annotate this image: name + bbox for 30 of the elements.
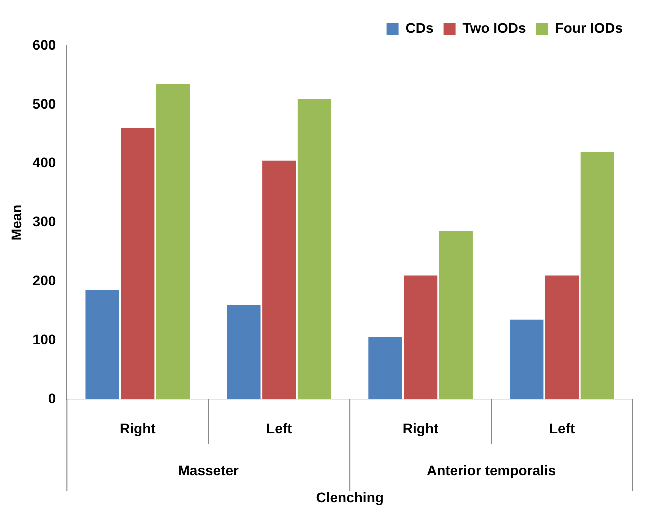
bar <box>510 320 544 400</box>
bar <box>86 290 120 400</box>
x-tick-label: Left <box>549 420 576 437</box>
y-tick-label: 600 <box>32 36 56 53</box>
bar <box>298 99 332 400</box>
y-tick-label: 0 <box>48 390 56 406</box>
bar <box>580 152 614 400</box>
bar <box>156 84 190 400</box>
bar <box>227 305 261 400</box>
bar <box>262 160 296 400</box>
y-tick-label: 100 <box>32 331 56 348</box>
x-tick-label: Left <box>266 420 293 437</box>
x-tick-label: Right <box>402 420 440 437</box>
text: Anterior temporalis <box>426 462 556 478</box>
text: Masseter <box>178 462 240 478</box>
bar <box>439 232 473 400</box>
bar <box>368 338 402 400</box>
y-tick-label: 500 <box>32 96 56 112</box>
y-tick-label: 300 <box>32 214 56 230</box>
y-axis-title: Mean <box>8 204 24 241</box>
x-tick-label: Right <box>120 420 156 437</box>
legend-label: CDs <box>406 20 434 36</box>
x-axis-title: Clenching <box>316 489 384 506</box>
bar <box>121 128 155 400</box>
y-tick-label: 400 <box>32 154 56 171</box>
bar <box>545 276 580 400</box>
y-tick-label: 200 <box>32 272 56 288</box>
bar <box>404 276 438 400</box>
legend-label: Four IODs <box>555 20 624 36</box>
legend-label: Two IODs <box>462 20 527 36</box>
